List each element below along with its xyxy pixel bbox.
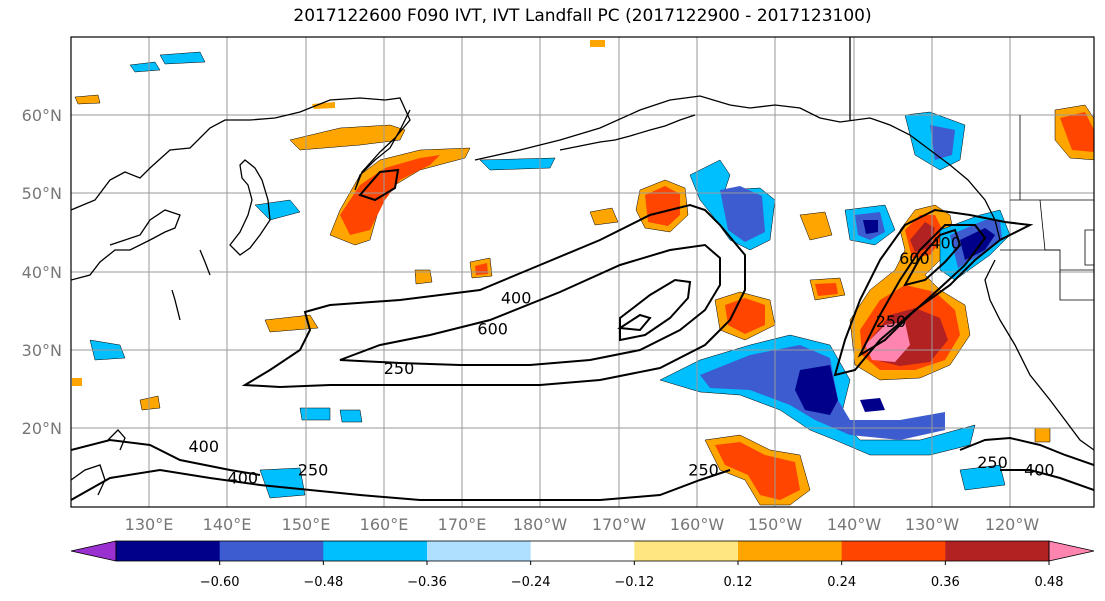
contour-250-main bbox=[241, 203, 746, 389]
colorbar-tick-label-7: 0.36 bbox=[931, 575, 960, 590]
contour-label-5: 250 bbox=[876, 312, 907, 331]
lat-label-30: 30°N bbox=[22, 341, 62, 360]
colorbar-segment-2 bbox=[323, 541, 428, 561]
colorbar-tick-label-5: 0.12 bbox=[724, 575, 753, 590]
colorbar-segment-6 bbox=[738, 541, 843, 561]
colorbar-segment-1 bbox=[219, 541, 324, 561]
contour-label-7: 400 bbox=[228, 469, 259, 488]
colorbar: −0.60 −0.48 −0.36 −0.24 −0.12 0.12 0.24 0.36 0.4… bbox=[70, 540, 1095, 590]
lon-label-180w: 180°W bbox=[513, 515, 568, 534]
ivt-contours bbox=[71, 168, 1094, 501]
aleutians bbox=[559, 114, 696, 151]
lon-label-120w: 120°W bbox=[985, 515, 1040, 534]
colorbar-segment-0 bbox=[116, 541, 221, 561]
lat-label-20: 20°N bbox=[22, 419, 62, 438]
longitude-labels: 130°E 140°E 150°E 160°E 170°E 180°W 170°… bbox=[125, 515, 1040, 534]
contour-label-0: 400 bbox=[501, 288, 532, 307]
contour-label-2: 250 bbox=[384, 359, 415, 378]
lon-label-130w: 130°W bbox=[905, 515, 960, 534]
colorbar-tick-label-8: 0.48 bbox=[1035, 575, 1064, 590]
contour-600-coast bbox=[903, 228, 962, 287]
colorbar-tick-label-6: 0.24 bbox=[827, 575, 856, 590]
contour-label-8: 250 bbox=[298, 461, 329, 480]
japan-coastline bbox=[229, 159, 271, 256]
contour-400-south bbox=[71, 438, 261, 476]
lon-label-140e: 140°E bbox=[203, 515, 252, 534]
lon-label-140w: 140°W bbox=[827, 515, 882, 534]
contour-400-main bbox=[339, 243, 721, 366]
positive-anomaly-kamchatka bbox=[289, 124, 406, 151]
contour-400-coast bbox=[857, 224, 987, 358]
colorbar-tick-label-1: −0.48 bbox=[303, 575, 343, 590]
colorbar-tick-label-0: −0.60 bbox=[200, 575, 240, 590]
contour-250-coast bbox=[833, 208, 1034, 377]
contour-label-9: 250 bbox=[688, 461, 719, 480]
lon-label-160w: 160°W bbox=[670, 515, 725, 534]
lat-label-60: 60°N bbox=[22, 106, 62, 125]
lon-label-170w: 170°W bbox=[592, 515, 647, 534]
lon-label-150e: 150°E bbox=[282, 515, 331, 534]
alaska-coastline bbox=[474, 95, 1001, 241]
colorbar-segment-5 bbox=[634, 541, 739, 561]
contour-label-10: 250 bbox=[977, 453, 1008, 472]
coastlines bbox=[71, 37, 1094, 496]
latitude-labels: 60°N 50°N 40°N 30°N 20°N bbox=[22, 106, 62, 438]
lon-label-160e: 160°E bbox=[360, 515, 409, 534]
lon-label-130e: 130°E bbox=[125, 515, 174, 534]
map-title: 2017122600 F090 IVT, IVT Landfall PC (20… bbox=[293, 6, 872, 26]
colorbar-tick-label-2: −0.36 bbox=[407, 575, 447, 590]
contour-label-6: 400 bbox=[188, 437, 219, 456]
colorbar-segment-3 bbox=[427, 541, 532, 561]
gridlines bbox=[71, 37, 1094, 507]
political-borders bbox=[1000, 115, 1094, 301]
map-frame bbox=[70, 36, 1095, 508]
colorbar-segment-7 bbox=[841, 541, 946, 561]
contour-label-11: 400 bbox=[1024, 461, 1055, 480]
colorbar-arrow-left bbox=[70, 540, 117, 562]
colorbar-tick-label-3: −0.24 bbox=[511, 575, 551, 590]
colorbar-arrow-right bbox=[1048, 540, 1095, 562]
contour-600-main bbox=[619, 278, 692, 342]
asia-coastline bbox=[71, 97, 411, 211]
colorbar-tick-label-4: −0.12 bbox=[614, 575, 654, 590]
contour-label-1: 600 bbox=[477, 320, 508, 339]
lat-label-50: 50°N bbox=[22, 184, 62, 203]
lon-label-150w: 150°W bbox=[748, 515, 803, 534]
colorbar-segment-8 bbox=[945, 541, 1050, 561]
contour-label-4: 400 bbox=[930, 234, 961, 253]
colorbar-segment-4 bbox=[530, 541, 635, 561]
contour-label-3: 600 bbox=[899, 249, 930, 268]
lat-label-40: 40°N bbox=[22, 263, 62, 282]
lon-label-170e: 170°E bbox=[438, 515, 487, 534]
